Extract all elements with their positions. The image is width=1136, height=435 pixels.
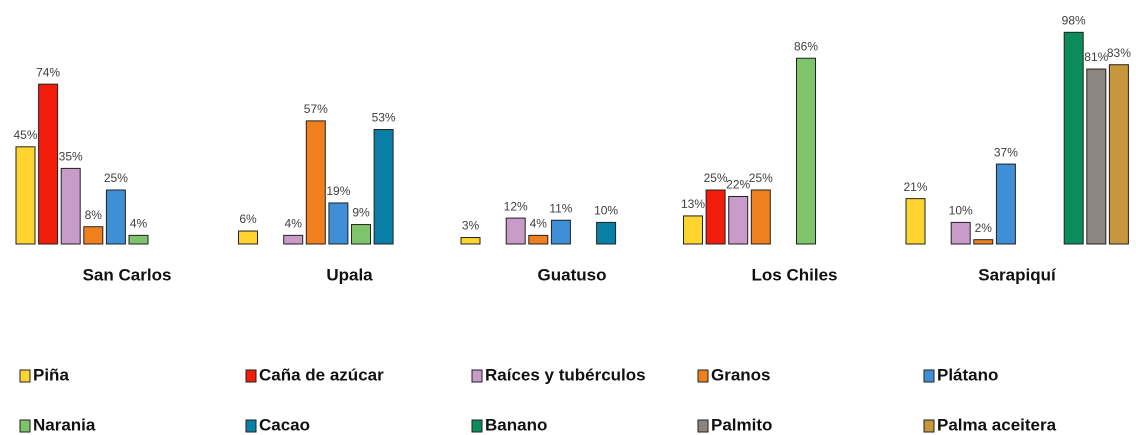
- data-label: 25%: [704, 171, 728, 185]
- legend-label: Raíces y tubérculos: [485, 365, 646, 384]
- data-label: 13%: [681, 197, 705, 211]
- legend-label: Palmito: [711, 415, 772, 434]
- data-label: 57%: [304, 102, 328, 116]
- data-label: 10%: [594, 204, 618, 218]
- legend-label: Narania: [33, 415, 96, 434]
- data-label: 4%: [130, 217, 148, 231]
- data-label: 53%: [372, 111, 396, 125]
- data-label: 37%: [994, 145, 1018, 159]
- data-label: 12%: [504, 199, 528, 213]
- bar: [950, 221, 971, 245]
- legend-label: Cacao: [259, 415, 310, 434]
- data-label: 8%: [85, 208, 103, 222]
- legend-swatch: [923, 419, 935, 433]
- x-tick-label: Upala: [326, 265, 373, 284]
- bar: [728, 195, 749, 245]
- x-tick-label: Los Chiles: [752, 265, 838, 284]
- data-label: 21%: [903, 180, 927, 194]
- bar: [995, 163, 1016, 245]
- legend-swatch: [19, 419, 31, 433]
- bar: [460, 237, 481, 245]
- bar: [596, 221, 617, 245]
- data-label: 2%: [975, 221, 993, 235]
- bar: [1063, 31, 1084, 245]
- x-tick-label: San Carlos: [83, 265, 172, 284]
- data-label: 35%: [59, 150, 83, 164]
- bar: [83, 226, 104, 245]
- bar: [328, 202, 349, 245]
- legend-label: Piña: [33, 365, 69, 384]
- data-label: 9%: [352, 206, 370, 220]
- legend-label: Banano: [485, 415, 547, 434]
- data-label: 98%: [1062, 13, 1086, 27]
- data-label: 86%: [794, 39, 818, 53]
- legend-label: Granos: [711, 365, 771, 384]
- bar: [705, 189, 726, 245]
- bar: [505, 217, 526, 245]
- bar: [15, 146, 36, 245]
- bar: [905, 198, 926, 245]
- bar: [796, 57, 816, 245]
- legend-label: Plátano: [937, 365, 998, 384]
- legend-swatch: [471, 419, 483, 433]
- data-label: 22%: [726, 178, 750, 192]
- bar: [750, 189, 771, 245]
- bar: [283, 234, 304, 245]
- legend-swatch: [245, 419, 257, 433]
- bar: [305, 120, 326, 245]
- legend-swatch: [471, 369, 483, 383]
- data-label: 25%: [104, 171, 128, 185]
- bar: [60, 167, 81, 245]
- legend-label: Palma aceitera: [937, 415, 1057, 434]
- bar: [238, 230, 258, 245]
- bar: [351, 224, 371, 245]
- legend-swatch: [697, 369, 709, 383]
- data-label: 83%: [1107, 46, 1131, 60]
- bar: [973, 239, 994, 245]
- legend-swatch: [245, 369, 257, 383]
- data-label: 6%: [239, 212, 257, 226]
- data-label: 74%: [36, 65, 60, 79]
- data-label: 81%: [1084, 50, 1108, 64]
- legend-swatch: [697, 419, 709, 433]
- x-tick-label: Guatuso: [538, 265, 607, 284]
- legend-label: Caña de azúcar: [259, 365, 384, 384]
- data-label: 4%: [530, 217, 548, 231]
- bar: [128, 234, 149, 245]
- data-label: 10%: [949, 204, 973, 218]
- bar: [105, 189, 126, 245]
- bar: [38, 83, 59, 245]
- x-tick-label: Sarapiquí: [978, 265, 1057, 284]
- data-label: 19%: [326, 184, 350, 198]
- legend-swatch: [923, 369, 935, 383]
- bar: [1086, 68, 1107, 245]
- data-label: 25%: [749, 171, 773, 185]
- data-label: 4%: [285, 217, 303, 231]
- data-label: 3%: [462, 219, 480, 233]
- bar: [550, 219, 571, 245]
- data-label: 45%: [13, 128, 37, 142]
- bar: [528, 234, 549, 245]
- data-label: 11%: [549, 201, 572, 215]
- legend-swatch: [19, 369, 31, 383]
- bar: [373, 129, 394, 245]
- bar: [1108, 64, 1129, 245]
- bar: [683, 215, 703, 245]
